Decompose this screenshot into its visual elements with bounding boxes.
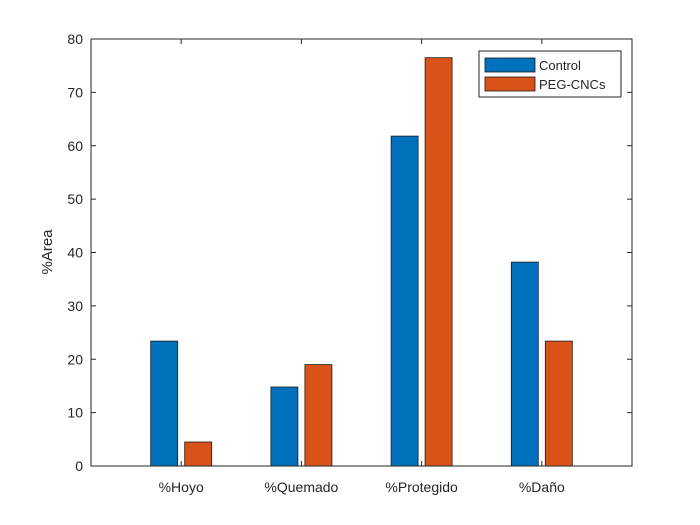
legend-label: PEG-CNCs [539,77,606,92]
y-tick-label: 60 [67,138,83,154]
y-tick-label: 30 [67,298,83,314]
bar-series2-3 [544,340,573,467]
y-tick-label: 50 [67,191,83,207]
x-tick-label: %Protegido [385,479,458,495]
bar-series1-2 [390,135,419,467]
bar-series1-1 [270,386,299,467]
y-tick-label: 70 [67,84,83,100]
y-tick-label: 80 [67,31,83,47]
bar-series1-3 [510,261,539,467]
y-tick-label: 40 [67,245,83,261]
bar-series2-2 [424,57,453,467]
y-tick-label: 20 [67,351,83,367]
y-tick-label: 10 [67,405,83,421]
legend-swatch [484,57,536,73]
legend-label: Control [539,58,581,73]
axes-group: 0 10 20 30 40 50 60 70 80 %Hoyo %Quemado %Protegido… [67,31,633,495]
bar-series2-1 [304,364,333,467]
x-tick-label: %Hoyo [159,479,204,495]
legend: Control PEG-CNCs [478,50,622,98]
y-tick-label: 0 [75,458,83,474]
bars-group [150,57,573,467]
plot-area [91,39,632,466]
legend-swatch [484,76,536,92]
y-axis-label: %Area [39,229,56,275]
bar-series2-0 [184,441,213,467]
x-tick-label: %Daño [519,479,565,495]
bar-series1-0 [150,340,179,467]
x-tick-label: %Quemado [264,479,338,495]
